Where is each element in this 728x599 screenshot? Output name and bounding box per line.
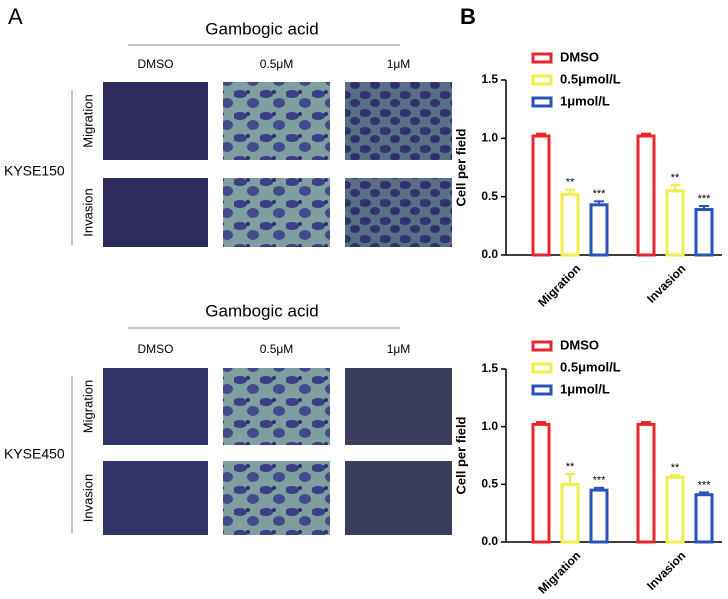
x-tick-label: Invasion xyxy=(644,261,688,305)
column-label: DMSO xyxy=(138,342,174,356)
column-label: 0.5μM xyxy=(260,342,294,356)
micrograph xyxy=(103,82,208,160)
x-tick-label: Migration xyxy=(535,261,583,309)
legend-label: 0.5μmol/L xyxy=(560,71,621,86)
micrograph xyxy=(223,82,330,160)
group-header: Gambogic acid xyxy=(205,301,318,320)
legend-swatch xyxy=(531,384,553,396)
legend-label: DMSO xyxy=(560,337,599,352)
y-tick-label: 1.5 xyxy=(481,361,498,375)
significance: *** xyxy=(593,188,607,200)
micrograph xyxy=(223,461,330,535)
legend-swatch xyxy=(531,362,553,374)
micrograph xyxy=(223,178,330,247)
cell-line-label: KYSE450 xyxy=(4,446,65,462)
significance: *** xyxy=(698,479,712,491)
column-label: 1μM xyxy=(387,57,411,71)
significance: *** xyxy=(698,193,712,205)
bar xyxy=(665,189,685,257)
legend-label: 0.5μmol/L xyxy=(560,359,621,374)
y-axis-label: Cell per field xyxy=(453,128,468,206)
row-label: Migration xyxy=(80,94,95,147)
micrograph xyxy=(345,461,452,535)
row-label: Invasion xyxy=(80,188,95,236)
y-tick-label: 1.0 xyxy=(481,419,498,433)
micrograph xyxy=(345,368,452,445)
legend-label: 1μmol/L xyxy=(560,381,610,396)
y-tick-label: 1.5 xyxy=(481,72,498,86)
y-tick-label: 1.0 xyxy=(481,131,498,145)
bar xyxy=(560,482,580,544)
bar xyxy=(531,134,551,257)
cell-line-label: KYSE150 xyxy=(4,163,65,179)
y-axis-label: Cell per field xyxy=(453,416,468,494)
significance: ** xyxy=(671,172,680,184)
significance: ** xyxy=(566,177,575,189)
y-tick-label: 0.0 xyxy=(481,247,498,261)
significance: *** xyxy=(593,475,607,487)
panel-label: B xyxy=(460,4,476,29)
legend-label: DMSO xyxy=(560,49,599,64)
legend-swatch xyxy=(531,340,553,352)
group-header: Gambogic acid xyxy=(205,19,318,38)
bar xyxy=(694,208,714,257)
significance: ** xyxy=(566,461,575,473)
legend-label: 1μmol/L xyxy=(560,93,610,108)
legend-swatch xyxy=(531,52,553,64)
bar xyxy=(589,203,609,257)
bar xyxy=(589,488,609,544)
bar xyxy=(694,493,714,544)
legend-swatch xyxy=(531,96,553,108)
micrograph xyxy=(103,178,208,247)
micrograph xyxy=(103,461,208,535)
x-tick-label: Invasion xyxy=(644,548,688,592)
x-tick-label: Migration xyxy=(535,548,583,596)
y-tick-label: 0.5 xyxy=(481,477,498,491)
bar xyxy=(636,422,656,544)
row-label: Migration xyxy=(80,380,95,433)
significance: ** xyxy=(671,462,680,474)
micrograph xyxy=(103,368,208,445)
row-label: Invasion xyxy=(80,474,95,522)
bar xyxy=(560,192,580,257)
y-tick-label: 0.5 xyxy=(481,189,498,203)
micrograph xyxy=(223,368,330,445)
bar xyxy=(665,475,685,544)
column-label: 1μM xyxy=(387,342,411,356)
panel-label: A xyxy=(8,4,23,29)
legend-swatch xyxy=(531,74,553,86)
bar xyxy=(636,134,656,257)
column-label: DMSO xyxy=(138,57,174,71)
y-tick-label: 0.0 xyxy=(481,534,498,548)
bar xyxy=(531,422,551,544)
micrograph xyxy=(345,82,452,160)
column-label: 0.5μM xyxy=(260,57,294,71)
micrograph xyxy=(345,178,452,247)
